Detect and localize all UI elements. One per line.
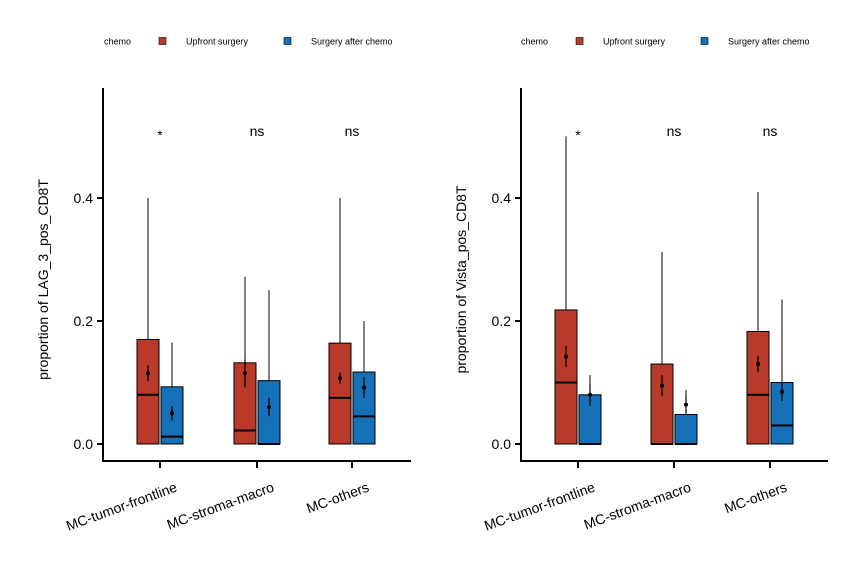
mean-point [684, 402, 688, 407]
legend-swatch-1 [700, 37, 709, 45]
mean-point [243, 371, 247, 376]
y-tick-label: 0.4 [492, 190, 512, 206]
chart-panel-lag3: chemo Upfront surgery Surgery after chemo 0… [35, 37, 411, 534]
box-0-2 [746, 191, 770, 445]
box-1-1 [674, 389, 698, 445]
x-tick-label: MC-tumor-frontline [482, 479, 597, 534]
legend-swatch-1 [283, 37, 292, 45]
legend-swatch-0 [158, 37, 167, 45]
mean-point [756, 362, 760, 367]
box-0-1 [650, 252, 674, 445]
box-body [328, 342, 352, 445]
mean-point [338, 376, 342, 381]
box-0-0 [554, 136, 578, 445]
mean-point [146, 371, 150, 376]
mean-point [588, 392, 592, 397]
significance-label: * [575, 127, 581, 143]
y-tick-label: 0.0 [492, 436, 512, 452]
box-0-2 [328, 198, 352, 445]
mean-point [267, 405, 271, 410]
box-body [554, 309, 578, 445]
mean-point [362, 385, 366, 390]
y-tick-label: 0.2 [74, 313, 94, 329]
x-tick-label: MC-stroma-macro [582, 479, 694, 533]
legend-label-0: Upfront surgery [603, 37, 666, 47]
significance-label: ns [667, 123, 682, 139]
box-1-2 [770, 299, 794, 445]
significance-label: ns [763, 123, 778, 139]
box-body [746, 330, 770, 445]
legend-swatch-0 [575, 37, 584, 45]
legend-label-0: Upfront surgery [186, 37, 249, 47]
legend-label-1: Surgery after chemo [728, 37, 810, 47]
box-0-0 [136, 198, 160, 445]
mean-point [660, 383, 664, 388]
box-0-1 [233, 276, 257, 445]
mean-point [564, 354, 568, 359]
y-axis-label: proportion of LAG_3_pos_CD8T [35, 179, 51, 380]
significance-label: ns [345, 123, 360, 139]
significance-label: * [157, 127, 163, 143]
mean-point [170, 411, 174, 416]
x-tick-label: MC-stroma-macro [165, 479, 277, 533]
x-tick-label: MC-others [722, 479, 789, 516]
legend-title: chemo [521, 37, 548, 47]
box-body [674, 413, 698, 445]
mean-point [780, 389, 784, 394]
box-1-1 [257, 290, 281, 445]
legend-title: chemo [104, 37, 131, 47]
y-tick-label: 0.2 [492, 313, 512, 329]
legend: chemo Upfront surgery Surgery after chemo [521, 37, 810, 47]
y-axis-label: proportion of Vista_pos_CD8T [453, 185, 469, 374]
box-body [136, 338, 160, 445]
box-1-0 [578, 375, 602, 445]
box-1-0 [160, 342, 184, 445]
x-tick-label: MC-tumor-frontline [64, 479, 179, 534]
box-body [352, 371, 376, 445]
x-tick-label: MC-others [304, 479, 371, 516]
y-tick-label: 0.4 [74, 190, 94, 206]
significance-label: ns [250, 123, 265, 139]
y-tick-label: 0.0 [74, 436, 94, 452]
box-1-2 [352, 321, 376, 445]
legend: chemo Upfront surgery Surgery after chemo [104, 37, 393, 47]
legend-label-1: Surgery after chemo [311, 37, 393, 47]
chart-panel-vista: chemo Upfront surgery Surgery after chemo 0… [453, 37, 828, 534]
